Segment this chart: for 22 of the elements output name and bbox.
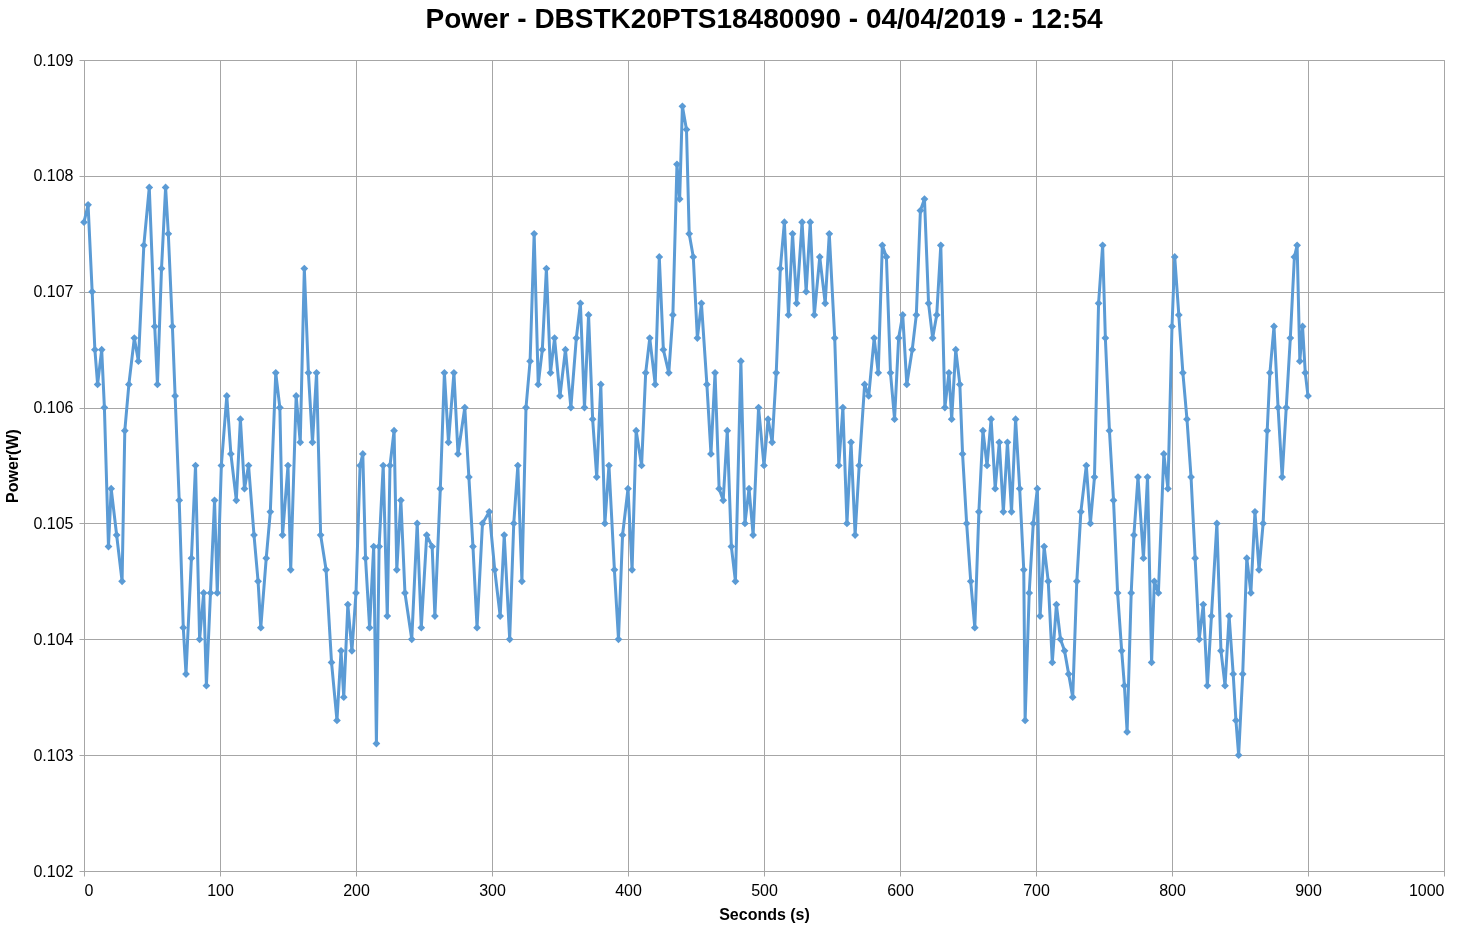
x-tick-label: 100 — [207, 881, 234, 899]
y-tick-label: 0.104 — [33, 630, 74, 648]
x-tick-label: 0 — [84, 881, 94, 899]
x-tick-label: 300 — [479, 881, 506, 899]
y-axis-title: Power(W) — [4, 429, 22, 503]
chart-title: Power - DBSTK20PTS18480090 - 04/04/2019 - 12:54 — [425, 3, 1103, 34]
y-tick-label: 0.102 — [33, 862, 74, 880]
x-tick-label: 1000 — [1408, 881, 1445, 899]
x-tick-label: 900 — [1295, 881, 1322, 899]
y-tick-label: 0.108 — [33, 167, 74, 185]
x-tick-label: 600 — [887, 881, 914, 899]
y-tick-label: 0.103 — [33, 746, 74, 764]
x-tick-label: 700 — [1023, 881, 1050, 899]
x-tick-label: 200 — [343, 881, 370, 899]
x-tick-label: 800 — [1159, 881, 1186, 899]
x-axis-title: Seconds (s) — [719, 905, 810, 923]
x-tick-label: 400 — [615, 881, 642, 899]
y-tick-label: 0.106 — [33, 399, 74, 417]
y-tick-label: 0.109 — [33, 51, 74, 69]
y-tick-label: 0.105 — [33, 514, 74, 532]
x-tick-label: 500 — [751, 881, 778, 899]
y-tick-label: 0.107 — [33, 283, 74, 301]
